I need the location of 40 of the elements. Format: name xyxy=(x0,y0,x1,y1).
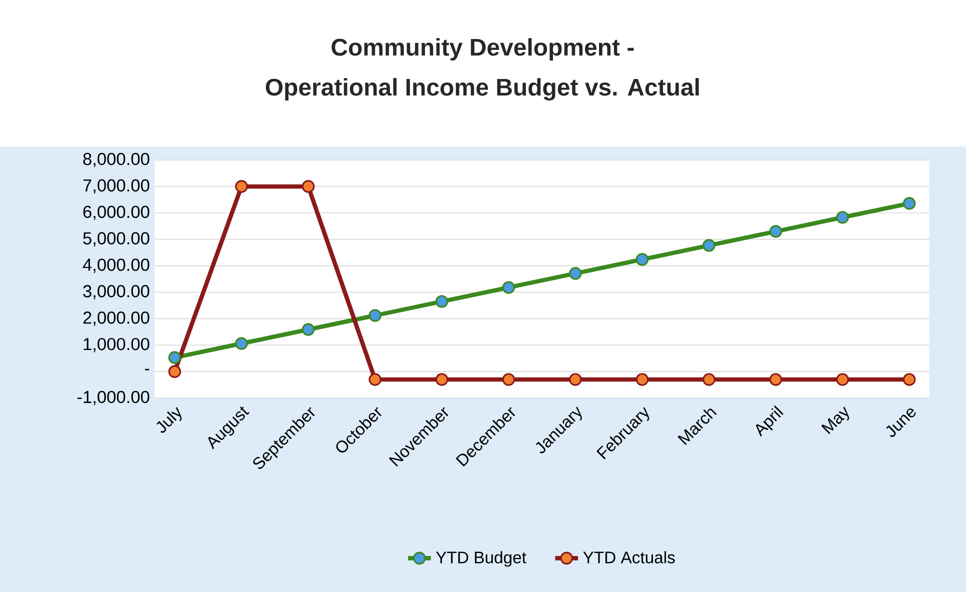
y-tick-label: 6,000.00 xyxy=(83,206,150,220)
chart-subtitle: Operational Income Budget vs. Actual xyxy=(266,78,699,101)
point xyxy=(502,281,516,294)
y-tick-label: 5,000.00 xyxy=(83,232,150,246)
point xyxy=(368,373,382,386)
point xyxy=(368,309,382,322)
point xyxy=(702,373,716,386)
chart-title: Community Development - xyxy=(332,38,634,61)
point xyxy=(636,373,649,386)
y-tick-label: 8,000.00 xyxy=(83,152,150,168)
point xyxy=(569,267,582,280)
point xyxy=(836,210,849,224)
point xyxy=(235,337,248,350)
x-tick-label: July xyxy=(156,406,182,433)
y-tick-label: 4,000.00 xyxy=(82,258,150,273)
point xyxy=(702,239,716,252)
point xyxy=(836,373,849,386)
point xyxy=(435,373,448,386)
point xyxy=(235,180,248,193)
point xyxy=(636,253,649,266)
y-tick-label: 3,000.00 xyxy=(83,285,150,300)
point xyxy=(435,295,448,308)
y-tick-label: 2,000.00 xyxy=(83,312,150,326)
point xyxy=(502,373,516,386)
y-tick-label: - xyxy=(144,368,150,370)
point xyxy=(902,196,916,210)
x-tick-label: May xyxy=(821,406,850,434)
point xyxy=(769,373,782,386)
y-tick-label: -1,000.00 xyxy=(77,390,150,406)
point xyxy=(168,351,182,364)
legend-label: YTD Actuals xyxy=(583,551,675,564)
y-tick-label: 1,000.00 xyxy=(84,338,150,352)
point xyxy=(302,323,315,336)
y-tick-label: 7,000.00 xyxy=(83,179,150,194)
point xyxy=(569,373,582,386)
point xyxy=(769,225,782,238)
legend-label: YTD Budget xyxy=(436,551,526,567)
point xyxy=(302,180,315,193)
point xyxy=(902,373,916,386)
point xyxy=(168,365,182,378)
